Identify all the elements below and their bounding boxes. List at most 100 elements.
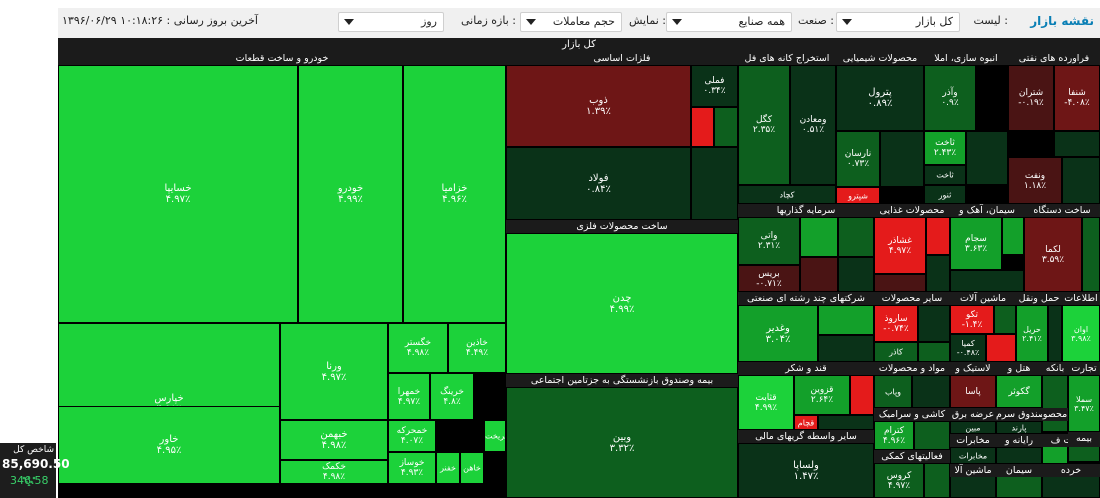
stock-tile[interactable]: ورنا ۴.۹۷٪ [280,323,388,420]
treemap-tile[interactable] [1048,305,1062,362]
stock-tile[interactable]: شپترو [836,187,880,204]
stock-tile[interactable]: خرینگ ۴.۸٪ [430,373,474,420]
stock-tile[interactable]: کاذر [874,342,918,362]
treemap-tile[interactable] [1054,131,1100,157]
stock-tile[interactable]: خفنر [436,452,460,484]
treemap-tile[interactable] [818,305,874,335]
stock-tile[interactable]: خودرو ۴.۹۹٪ [298,65,403,323]
display-select[interactable]: حجم معاملات [520,12,622,32]
stock-tile[interactable]: خسایپا ۴.۹۷٪ [58,65,298,323]
stock-tile[interactable]: غشاذر ۴.۹۷٪ [874,217,926,274]
stock-tile[interactable]: ثنور [924,185,966,204]
stock-tile[interactable]: ونفت ۱.۱۸٪ [1008,157,1062,204]
stock-tile[interactable]: پترول ۰.۸۹٪ [836,65,924,131]
treemap-tile[interactable] [691,107,714,147]
stock-tile[interactable]: واتی ۲.۳۱٪ [738,217,800,265]
stock-tile[interactable]: قزوین ۲.۶۴٪ [794,375,850,415]
treemap-tile[interactable] [800,257,838,292]
stock-tile[interactable]: شتران -۰.۱۹٪ [1008,65,1054,131]
treemap-tile[interactable] [918,342,950,362]
stock-tile[interactable]: ومعادن ۰.۵۱٪ [790,65,836,185]
stock-tile[interactable]: ثاخت ۲.۴۳٪ [924,131,966,165]
treemap-tile[interactable] [996,447,1042,464]
stock-tile[interactable]: بریس -۰.۷۱٪ [738,265,800,292]
treemap-tile[interactable] [986,334,1016,362]
sector-header: خرده [1042,464,1100,477]
stock-tile[interactable]: ثاخت [924,165,966,185]
treemap-tile[interactable] [926,255,950,292]
stock-tile[interactable]: کمیا -۰.۴۸٪ [950,334,986,362]
stock-tile[interactable]: خگستر ۴.۹۸٪ [388,323,448,373]
stock-tile[interactable]: ذوب ۱.۳۹٪ [506,65,691,147]
stock-tile[interactable]: پاسا [950,375,996,408]
treemap-tile[interactable] [818,415,874,430]
treemap-tile[interactable] [850,375,874,415]
treemap-tile[interactable] [926,217,950,255]
treemap-tile[interactable] [1082,217,1100,292]
list-select[interactable]: کل بازار [836,12,960,32]
stock-label: اوان ۳.۹۸٪ [1063,325,1099,343]
treemap-tile[interactable] [1062,157,1100,204]
treemap-tile[interactable] [838,217,874,257]
stock-tile[interactable]: ساروذ -۰.۷۴٪ [874,305,918,342]
stock-tile[interactable]: خبهمن ۴.۹۸٪ [280,420,388,460]
period-select[interactable]: روز [338,12,444,32]
stock-tile[interactable]: کچاد [738,185,836,204]
stock-tile[interactable]: ولساپا ۱.۴۷٪ [738,443,874,498]
stock-tile[interactable]: وغدیر ۳.۰۴٪ [738,305,818,362]
stock-tile[interactable]: چدن ۴.۹۹٪ [506,233,738,374]
sector-header: ساخت دستگاه [1024,204,1100,217]
stock-tile[interactable]: خمهرا ۴.۹۷٪ [388,373,430,420]
treemap-tile[interactable] [800,217,838,257]
stock-tile[interactable]: خکمک ۴.۹۸٪ [280,460,388,484]
treemap-tile[interactable] [714,107,738,147]
treemap-tile[interactable] [924,463,950,498]
treemap-tile[interactable] [914,421,950,450]
stock-tile[interactable]: کگل ۲.۳۵٪ [738,65,790,185]
stock-tile[interactable]: کروس ۴.۹۷٪ [874,463,924,498]
stock-tile[interactable]: فملی ۰.۳۴٪ [691,65,738,107]
stock-tile[interactable]: مخابرات [950,447,996,464]
stock-tile[interactable]: تکو -۱.۴٪ [950,305,994,334]
stock-tile[interactable]: خریخت [484,420,506,452]
stock-tile[interactable]: خوساز ۴.۹۳٪ [388,452,436,484]
treemap-tile[interactable] [912,375,950,408]
stock-tile[interactable]: خاهن [460,452,484,484]
stock-change: ۲.۴۳٪ [933,148,957,158]
stock-tile[interactable]: مبین [950,421,996,434]
treemap-tile[interactable] [838,257,874,292]
stock-tile[interactable]: خزامیا ۴.۹۶٪ [403,65,506,323]
stock-tile[interactable]: قثابت ۴.۹۹٪ [738,375,794,430]
stock-tile[interactable]: اوان ۳.۹۸٪ [1062,305,1100,362]
treemap-tile[interactable] [994,305,1016,334]
stock-tile[interactable]: شنفا -۴.۰۸٪ [1054,65,1100,131]
treemap-tile[interactable] [691,147,738,220]
stock-tile[interactable]: خاور ۴.۹۵٪ [58,406,280,484]
stock-tile[interactable]: سجام ۳.۶۳٪ [950,217,1002,270]
stock-tile[interactable]: قچام [794,415,818,430]
treemap-tile[interactable] [950,270,1024,292]
treemap-tile[interactable] [1042,375,1068,432]
stock-tile[interactable]: خمحرکه ۴.۰۷٪ [388,420,436,452]
treemap-tile[interactable] [918,305,950,342]
stock-tile[interactable]: پارند [996,421,1042,434]
treemap-tile[interactable] [874,274,926,292]
sector-header: شرکتهای چند رشته ای صنعتی [738,292,875,305]
stock-tile[interactable]: لکما ۳.۵۹٪ [1024,217,1082,292]
stock-tile[interactable]: کترام ۴.۹۶٪ [874,421,914,450]
stock-tile[interactable]: وبین ۳.۳۲٪ [506,387,738,498]
stock-change: -۰.۷۱٪ [756,278,782,289]
stock-tile[interactable]: وپاب [874,375,912,408]
stock-tile[interactable]: حریل ۲.۴۱٪ [1016,305,1048,362]
stock-tile[interactable]: نارسان ۰.۷۳٪ [836,131,880,187]
industry-select[interactable]: همه صنایع [666,12,792,32]
stock-tile[interactable]: وآذر ۰.۹٪ [924,65,976,131]
stock-tile[interactable]: خاذین ۴.۴۹٪ [448,323,506,373]
stock-tile[interactable]: گکوثر [996,375,1042,408]
treemap-tile[interactable] [880,131,924,187]
treemap-tile[interactable] [818,335,874,362]
treemap-tile[interactable] [1002,217,1024,255]
treemap-tile[interactable] [966,131,1008,185]
stock-tile[interactable]: فولاد ۰.۸۴٪ [506,147,691,220]
stock-tile[interactable]: سملا ۳.۴۷٪ [1068,375,1100,432]
